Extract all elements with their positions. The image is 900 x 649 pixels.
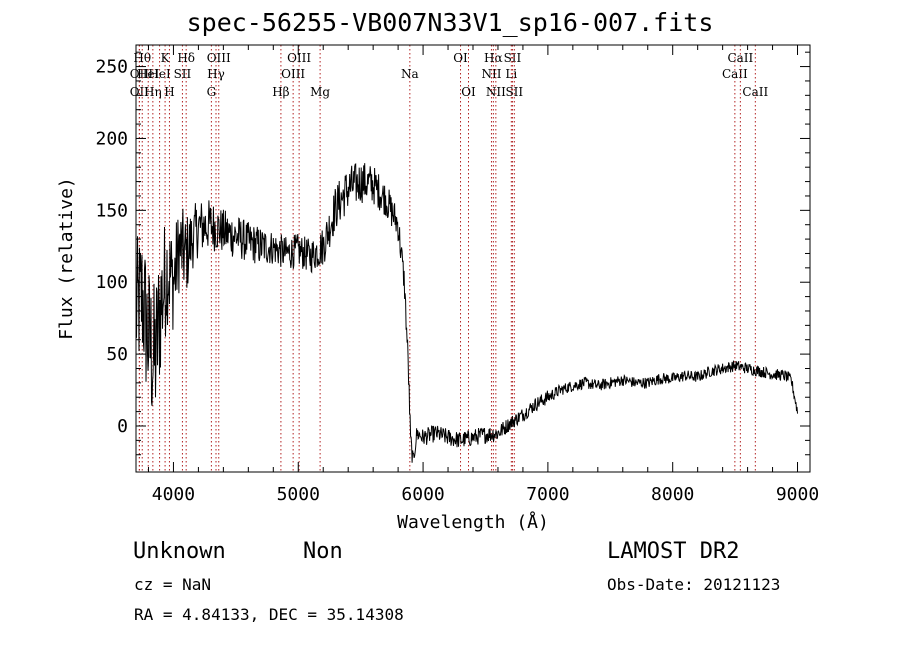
line-marker-label: K xyxy=(161,51,171,65)
y-axis-label: Flux (relative) xyxy=(56,177,77,340)
line-marker-label: OI xyxy=(453,51,468,65)
plot-frame xyxy=(135,44,811,473)
line-marker-label: Li xyxy=(505,67,517,81)
line-marker-label: H xyxy=(164,85,174,99)
y-tick-label: 150 xyxy=(95,200,128,221)
line-marker-label: Hη xyxy=(144,85,162,99)
x-tick-label: 9000 xyxy=(776,484,819,505)
line-marker-label: SII xyxy=(504,51,522,65)
x-tick-label: 8000 xyxy=(651,484,694,505)
line-marker-label: CaII xyxy=(742,85,768,99)
line-marker-label: OIII xyxy=(281,67,305,81)
line-marker-label: Hθ xyxy=(133,51,151,65)
x-tick-label: 5000 xyxy=(277,484,320,505)
object-subclass: Non xyxy=(303,539,343,564)
line-marker-label: OIII xyxy=(287,51,311,65)
survey-name: LAMOST DR2 xyxy=(607,539,740,564)
x-tick-label: 6000 xyxy=(401,484,444,505)
line-marker-label: G xyxy=(207,85,217,99)
line-marker-label: SII xyxy=(174,67,192,81)
line-marker-label: HeI xyxy=(137,67,160,81)
line-marker-label: HeI xyxy=(148,67,171,81)
line-marker-label: OIII xyxy=(207,51,231,65)
line-marker-label: Mg xyxy=(310,85,330,99)
ra-dec: RA = 4.84133, DEC = 35.14308 xyxy=(134,605,404,624)
y-tick-label: 250 xyxy=(95,57,128,78)
line-marker-label: Hα xyxy=(484,51,503,65)
obs-date: Obs-Date: 20121123 xyxy=(607,575,781,594)
x-tick-label: 7000 xyxy=(526,484,569,505)
line-marker-label: Hβ xyxy=(272,85,289,99)
object-class: Unknown xyxy=(133,539,226,564)
chart-title: spec-56255-VB007N33V1_sp16-007.fits xyxy=(186,8,714,37)
line-marker-label: CaII xyxy=(727,51,753,65)
y-tick-label: 50 xyxy=(106,344,128,365)
y-tick-label: 0 xyxy=(117,416,128,437)
x-tick-label: 4000 xyxy=(152,484,195,505)
line-marker-label: NII xyxy=(486,85,506,99)
line-marker-label: Hγ xyxy=(207,67,225,81)
line-marker-label: OI xyxy=(461,85,476,99)
line-marker-label: Na xyxy=(401,67,419,81)
spectrum-line xyxy=(135,163,798,463)
line-marker-label: CaII xyxy=(722,67,748,81)
line-marker-label: NII xyxy=(481,67,501,81)
redshift-cz: cz = NaN xyxy=(134,575,212,594)
x-axis-label: Wavelength (Å) xyxy=(397,511,549,533)
line-marker-label: Hδ xyxy=(177,51,195,65)
line-marker-label: OII xyxy=(130,85,150,99)
line-marker-label: SII xyxy=(505,85,523,99)
y-tick-label: 100 xyxy=(95,272,128,293)
y-tick-label: 200 xyxy=(95,128,128,149)
